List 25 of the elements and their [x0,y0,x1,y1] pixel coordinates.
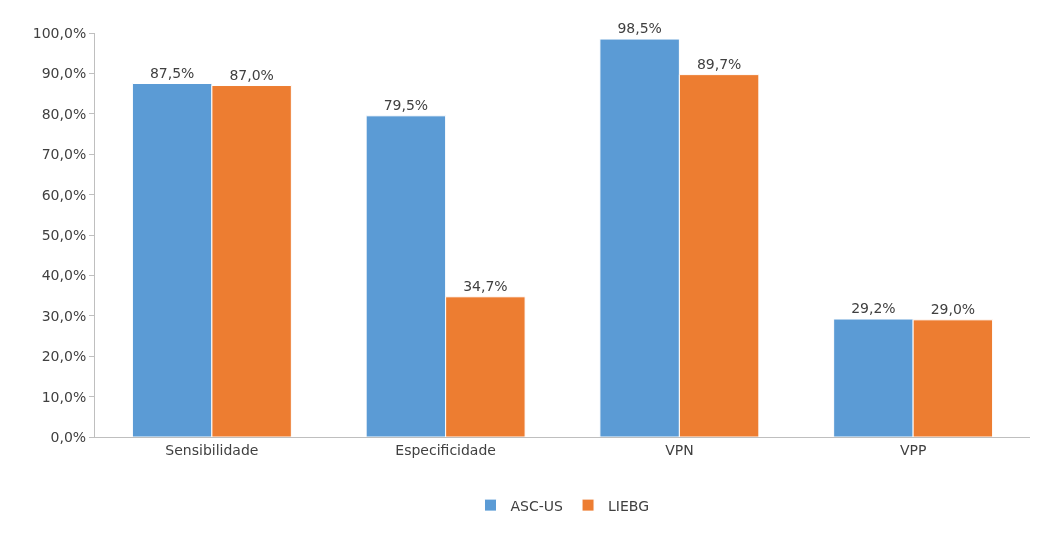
y-tick-label: 50,0% [41,226,87,243]
y-tick-label: 0,0% [50,428,87,445]
data-label: 87,0% [229,66,274,83]
legend-label: LIEBG [608,497,650,514]
y-tick-label: 70,0% [41,146,87,163]
x-tick-label: VPN [665,441,694,458]
data-label: 98,5% [617,20,662,37]
y-tick-label: 20,0% [41,348,87,365]
data-label: 79,5% [383,96,429,113]
x-tick-label: Sensibilidade [165,441,259,458]
data-label: 29,2% [851,300,896,317]
y-tick-label: 90,0% [41,65,87,82]
y-tick-label: 40,0% [41,267,87,284]
y-tick-label: 100,0% [32,24,87,41]
data-label: 89,7% [696,55,742,72]
y-tick-label: 30,0% [41,307,87,324]
data-label: 29,0% [930,300,976,317]
legend-label: ASC-US [510,497,564,514]
data-label: 34,7% [463,277,508,294]
y-tick-label: 10,0% [41,388,87,405]
y-tick-label: 80,0% [41,105,87,122]
y-tick-label: 60,0% [41,186,87,203]
x-tick-label: Especificidade [395,441,496,458]
x-tick-label: VPP [899,441,927,458]
data-label: 87,5% [149,64,195,81]
